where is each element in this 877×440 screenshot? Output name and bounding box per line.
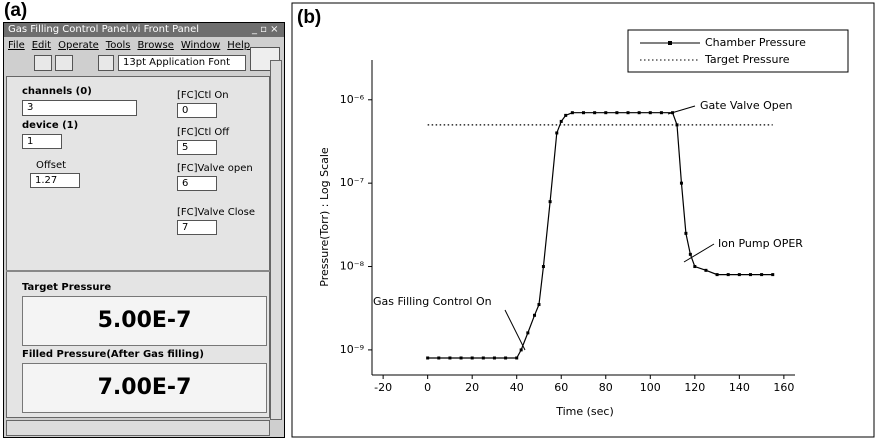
page: (a) Gas Filling Control Panel.vi Front P…	[0, 0, 877, 440]
data-point	[555, 131, 558, 134]
data-point	[526, 331, 529, 334]
data-point	[615, 111, 618, 114]
data-point	[426, 356, 429, 359]
data-point	[684, 232, 687, 235]
data-point	[537, 303, 540, 306]
data-point	[749, 273, 752, 276]
y-tick-label: 10⁻⁶	[340, 93, 365, 106]
data-point	[582, 111, 585, 114]
legend-label: Chamber Pressure	[705, 36, 806, 49]
y-tick-label: 10⁻⁹	[340, 343, 364, 356]
x-tick-label: 20	[465, 381, 479, 394]
x-tick-label: 0	[424, 381, 431, 394]
data-point	[482, 356, 485, 359]
data-point	[471, 356, 474, 359]
data-point	[627, 111, 630, 114]
x-tick-label: -20	[374, 381, 392, 394]
series-line	[428, 113, 773, 358]
data-point	[564, 114, 567, 117]
y-tick-label: 10⁻⁸	[340, 260, 365, 273]
chart-label: (b)	[297, 7, 321, 28]
data-point	[533, 314, 536, 317]
data-point	[649, 111, 652, 114]
data-point	[771, 273, 774, 276]
data-point	[680, 182, 683, 185]
data-point	[716, 273, 719, 276]
data-point	[560, 120, 563, 123]
data-point	[493, 356, 496, 359]
x-tick-label: 120	[684, 381, 705, 394]
data-point	[448, 356, 451, 359]
data-point	[549, 200, 552, 203]
legend-label: Target Pressure	[704, 53, 790, 66]
x-tick-label: 160	[773, 381, 794, 394]
x-tick-label: 40	[510, 381, 524, 394]
annotation: Gas Filling Control On	[373, 295, 492, 308]
data-point	[604, 111, 607, 114]
data-point	[760, 273, 763, 276]
annotation-arrow	[505, 310, 525, 350]
x-axis-label: Time (sec)	[555, 405, 614, 418]
chart: (b) Time (sec) Pressure(Torr) : Log Scal…	[0, 0, 877, 440]
legend-marker	[668, 41, 672, 45]
x-tick-label: 140	[729, 381, 750, 394]
data-point	[671, 111, 674, 114]
data-point	[593, 111, 596, 114]
data-point	[660, 111, 663, 114]
data-point	[504, 356, 507, 359]
data-point	[704, 269, 707, 272]
y-axis-label: Pressure(Torr) : Log Scale	[318, 147, 331, 287]
data-point	[638, 111, 641, 114]
data-point	[437, 356, 440, 359]
y-tick-label: 10⁻⁷	[340, 176, 364, 189]
x-tick-label: 100	[640, 381, 661, 394]
data-point	[727, 273, 730, 276]
data-point	[460, 356, 463, 359]
data-point	[542, 265, 545, 268]
data-point	[515, 356, 518, 359]
annotation: Ion Pump OPER	[718, 237, 803, 250]
data-point	[520, 348, 523, 351]
data-point	[693, 265, 696, 268]
data-point	[689, 253, 692, 256]
x-tick-label: 60	[554, 381, 568, 394]
data-point	[571, 111, 574, 114]
annotation: Gate Valve Open	[700, 99, 792, 112]
data-point	[738, 273, 741, 276]
x-tick-label: 80	[599, 381, 613, 394]
